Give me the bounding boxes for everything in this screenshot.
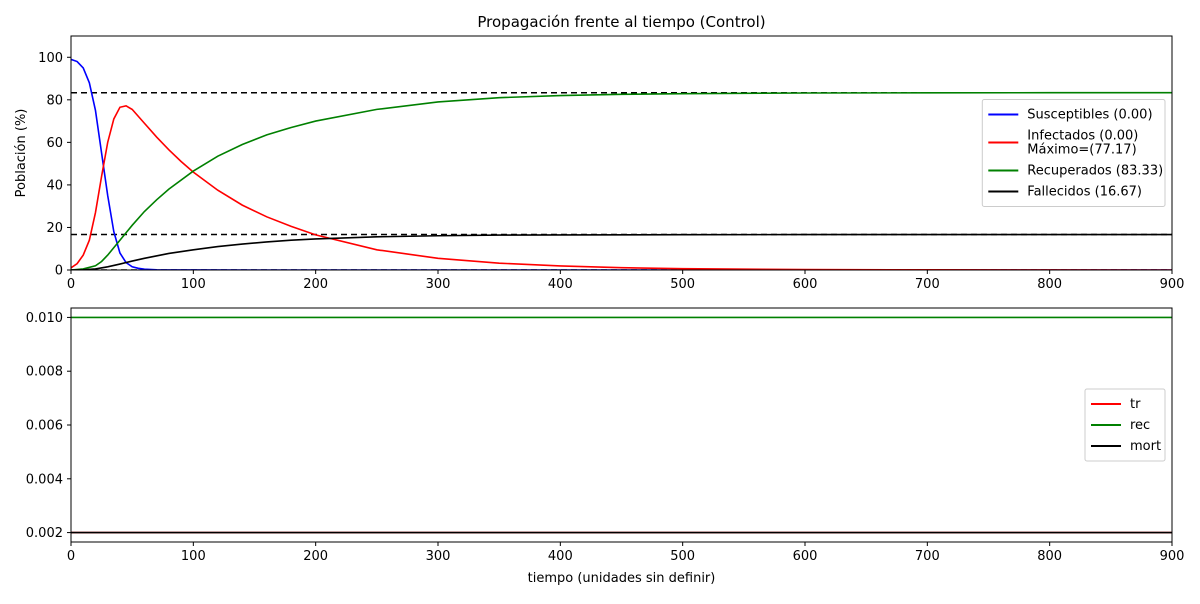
x-tick-label: 500 — [670, 277, 695, 292]
x-tick-label: 600 — [793, 549, 818, 564]
y-tick-label: 40 — [46, 178, 63, 193]
x-tick-label: 800 — [1037, 549, 1062, 564]
chart-title: Propagación frente al tiempo (Control) — [477, 13, 765, 31]
x-tick-label: 900 — [1160, 549, 1185, 564]
x-tick-label: 100 — [181, 277, 206, 292]
y-tick-label: 60 — [46, 136, 63, 151]
series-line-Recuperados (83.33) — [71, 91, 1172, 270]
legend-label: Infectados (0.00) — [1027, 129, 1138, 144]
x-tick-label: 300 — [426, 549, 451, 564]
y-tick-label: 100 — [38, 51, 63, 66]
y-tick-label: 80 — [46, 93, 63, 108]
y-tick-label: 0.002 — [26, 526, 63, 541]
legend-label: Fallecidos (16.67) — [1027, 185, 1142, 200]
x-tick-label: 100 — [181, 549, 206, 564]
y-axis-label: Población (%) — [14, 109, 29, 198]
x-tick-label: 900 — [1160, 277, 1185, 292]
series-line-Susceptibles (0.00) — [71, 58, 1172, 270]
legend: Susceptibles (0.00) Infectados (0.00)Máxi… — [981, 99, 1166, 207]
x-axis-label: tiempo (unidades sin definir) — [528, 571, 716, 586]
x-tick-label: 800 — [1037, 277, 1062, 292]
plot-frame — [70, 35, 1173, 271]
bottom-chart: 0 100 200 300 400 500 600 700 800 900 0.002 0.004 0.… — [26, 307, 1185, 586]
y-tick-label: 0 — [55, 264, 63, 279]
series-line-Infectados (0.00) — [71, 104, 1172, 270]
y-tick-label: 0.008 — [26, 365, 63, 380]
x-tick-label: 400 — [548, 549, 573, 564]
plot-frame — [70, 307, 1173, 543]
legend-box — [1084, 388, 1166, 462]
x-tick-label: 700 — [915, 549, 940, 564]
x-tick-label: 400 — [548, 277, 573, 292]
y-tick-label: 0.004 — [26, 472, 63, 487]
legend-label: Máximo=(77.17) — [1027, 143, 1136, 158]
x-tick-label: 200 — [303, 549, 328, 564]
x-tick-label: 600 — [793, 277, 818, 292]
legend-label: tr — [1130, 397, 1141, 412]
legend-box — [981, 99, 1166, 207]
x-tick-label: 500 — [670, 549, 695, 564]
legend-label: rec — [1130, 418, 1150, 433]
series-line-Fallecidos (16.67) — [71, 233, 1172, 270]
x-tick-label: 300 — [426, 277, 451, 292]
y-tick-label: 20 — [46, 221, 63, 236]
x-tick-label: 0 — [67, 549, 75, 564]
x-tick-label: 200 — [303, 277, 328, 292]
y-tick-label: 0.006 — [26, 419, 63, 434]
legend-label: mort — [1130, 439, 1161, 454]
x-tick-label: 0 — [67, 277, 75, 292]
legend-label: Recuperados (83.33) — [1027, 164, 1163, 179]
x-tick-label: 700 — [915, 277, 940, 292]
legend: tr rec mort — [1084, 388, 1166, 462]
legend-label: Susceptibles (0.00) — [1027, 108, 1152, 123]
y-tick-label: 0.010 — [26, 311, 63, 326]
top-chart: 0 100 200 300 400 500 600 700 800 900 0 20 40 60 80 100… — [14, 13, 1184, 292]
